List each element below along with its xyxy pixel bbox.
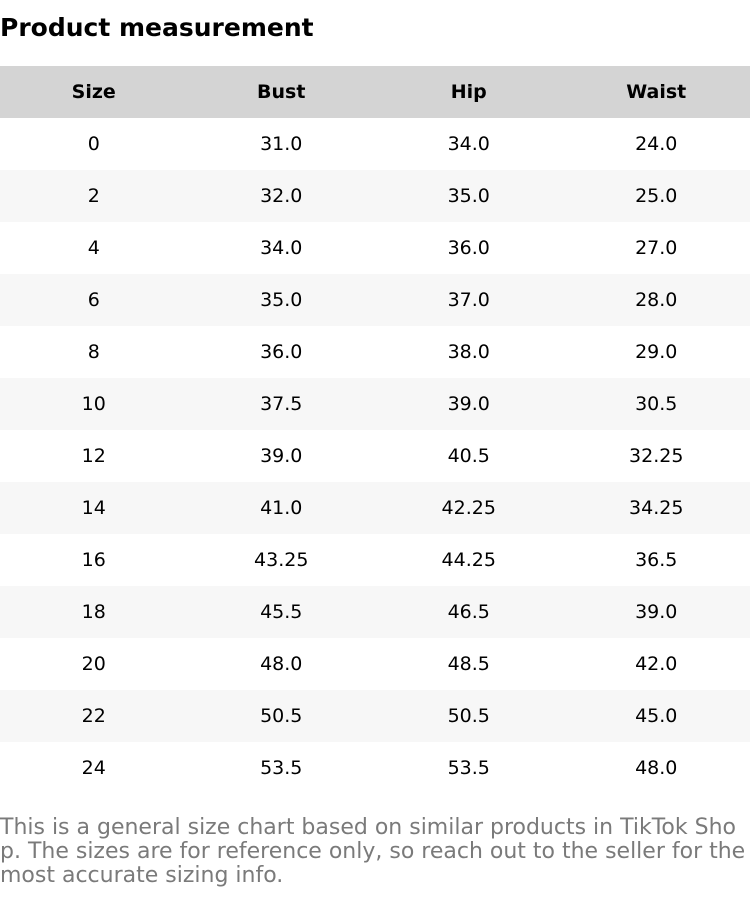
table-body: 0 31.0 34.0 24.0 2 32.0 35.0 25.0 4 34.0 36.0 27.0 6… [0, 118, 750, 794]
table-row: 12 39.0 40.5 32.25 [0, 430, 750, 482]
table-row: 6 35.0 37.0 28.0 [0, 274, 750, 326]
table-cell: 27.0 [635, 237, 678, 259]
table-cell: 40.5 [447, 445, 490, 467]
table-cell: 25.0 [562, 170, 750, 222]
table-cell: 50.5 [187, 690, 375, 742]
table-cell: 42.25 [375, 482, 563, 534]
table-row: 4 34.0 36.0 27.0 [0, 222, 750, 274]
table-cell: 41.0 [187, 482, 375, 534]
table-cell: 39.0 [375, 378, 563, 430]
table-cell: 32.0 [187, 170, 375, 222]
table-cell: 48.5 [447, 653, 490, 675]
table-cell: 35.0 [375, 170, 563, 222]
column-header: Bust [187, 66, 375, 118]
table-cell: 45.0 [562, 690, 750, 742]
table-row: 10 37.5 39.0 30.5 [0, 378, 750, 430]
table-row: 18 45.5 46.5 39.0 [0, 586, 750, 638]
table-cell: 53.5 [260, 757, 303, 779]
table-cell: 37.0 [375, 274, 563, 326]
table-cell: 50.5 [375, 690, 563, 742]
table-cell: 38.0 [447, 341, 490, 363]
title: Product measurement [0, 13, 314, 42]
column-header: Size [0, 66, 188, 118]
header-row: Size Bust Hip Waist [0, 66, 750, 118]
table-row: 8 36.0 38.0 29.0 [0, 326, 750, 378]
table-cell: 18 [0, 586, 188, 638]
table-row: 16 43.25 44.25 36.5 [0, 534, 750, 586]
table-cell: 14 [0, 482, 188, 534]
table-cell: 12 [81, 445, 106, 467]
table-cell: 36.5 [635, 549, 678, 571]
table-cell: 36.0 [447, 237, 490, 259]
table-cell: 36.0 [260, 341, 303, 363]
column-header: Waist [562, 66, 750, 118]
table-cell: 37.5 [187, 378, 375, 430]
table-cell: 22 [0, 690, 188, 742]
table-cell: 45.5 [187, 586, 375, 638]
table-row: 24 53.5 53.5 48.0 [0, 742, 750, 794]
table-cell: 0 [87, 133, 100, 155]
table-cell: 48.0 [260, 653, 303, 675]
table-cell: 4 [87, 237, 100, 259]
footer-note: This is a general size chart based on si… [0, 815, 746, 888]
table-cell: 6 [0, 274, 188, 326]
table-cell: 39.0 [562, 586, 750, 638]
table-cell: 24.0 [635, 133, 678, 155]
table-cell: 46.5 [375, 586, 563, 638]
table-cell: 39.0 [260, 445, 303, 467]
table-cell: 34.0 [447, 133, 490, 155]
table-cell: 34.25 [562, 482, 750, 534]
table-cell: 43.25 [254, 549, 309, 571]
table-row: 2 32.0 35.0 25.0 [0, 170, 750, 222]
table-row: 14 41.0 42.25 34.25 [0, 482, 750, 534]
table-cell: 8 [87, 341, 100, 363]
table-cell: 42.0 [635, 653, 678, 675]
table-cell: 10 [0, 378, 188, 430]
table-cell: 53.5 [447, 757, 490, 779]
table-cell: 44.25 [441, 549, 496, 571]
table-cell: 20 [81, 653, 106, 675]
table-cell: 16 [81, 549, 106, 571]
table-cell: 2 [0, 170, 188, 222]
table-cell: 28.0 [562, 274, 750, 326]
table-cell: 31.0 [260, 133, 303, 155]
table-cell: 34.0 [260, 237, 303, 259]
table-cell: 29.0 [635, 341, 678, 363]
table-row: 0 31.0 34.0 24.0 [0, 118, 750, 170]
table-cell: 24 [81, 757, 106, 779]
table-row: 20 48.0 48.5 42.0 [0, 638, 750, 690]
table-cell: 48.0 [635, 757, 678, 779]
table-cell: 32.25 [629, 445, 684, 467]
column-header: Hip [375, 66, 563, 118]
table-row: 22 50.5 50.5 45.0 [0, 690, 750, 742]
table-cell: 30.5 [562, 378, 750, 430]
table-cell: 35.0 [187, 274, 375, 326]
table-head: Size Bust Hip Waist [0, 66, 750, 118]
size-table: Size Bust Hip Waist 0 31.0 34.0 24.0 2 32.0 35.0 2… [0, 66, 750, 794]
